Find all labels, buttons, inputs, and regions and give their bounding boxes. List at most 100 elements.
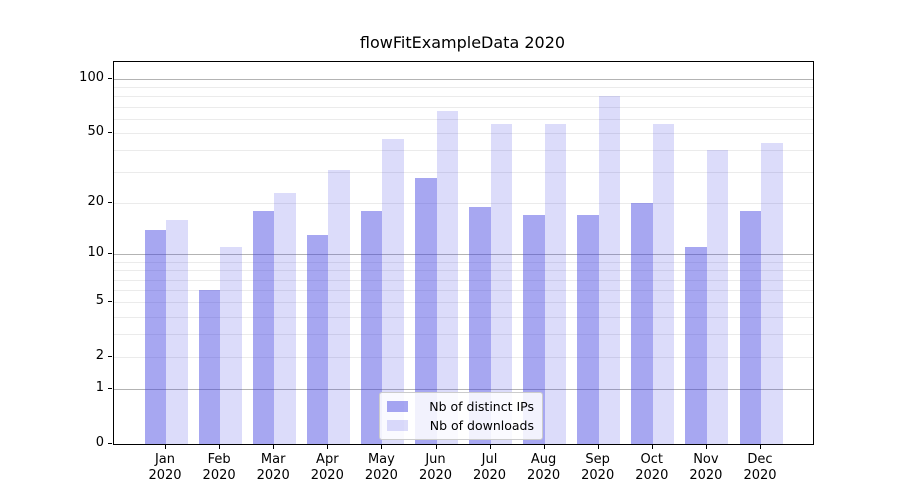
bar-distinct-ips-jul xyxy=(469,207,491,444)
bar-downloads-dec xyxy=(761,142,783,444)
x-tick-label-nov: Nov 2020 xyxy=(676,452,736,484)
x-tick-label-year-may: 2020 xyxy=(364,468,398,483)
y-tick-label-50: 50 xyxy=(87,123,104,139)
y-tick-mark-100 xyxy=(108,77,112,79)
x-tick-label-jul: Jul 2020 xyxy=(460,452,520,484)
gridline-major-100 xyxy=(114,78,813,80)
gridline-minor-3 xyxy=(114,334,813,336)
x-tick-label-jun: Jun 2020 xyxy=(406,452,466,484)
y-tick-label-5: 5 xyxy=(95,293,104,309)
x-tick-mark-jan xyxy=(165,445,166,449)
x-tick-mark-jun xyxy=(435,445,437,449)
legend-swatch-distinct-ips xyxy=(387,401,408,412)
x-tick-label-jan: Jan 2020 xyxy=(135,452,195,484)
x-tick-label-sep: Sep 2020 xyxy=(568,452,628,484)
x-tick-label-month-aug: Aug xyxy=(530,452,557,467)
legend: Nb of distinct IPs Nb of downloads xyxy=(379,392,543,440)
y-tick-mark-2 xyxy=(108,356,112,358)
bar-downloads-oct xyxy=(652,124,675,444)
gridline-minor-5 xyxy=(114,302,813,304)
x-tick-label-month-jun: Jun xyxy=(425,452,446,467)
x-tick-label-feb: Feb 2020 xyxy=(189,452,249,484)
y-tick-mark-5 xyxy=(108,301,112,303)
x-tick-label-year-apr: 2020 xyxy=(310,468,344,483)
x-tick-label-month-apr: Apr xyxy=(316,452,339,467)
x-tick-mark-nov xyxy=(705,445,707,449)
gridline-minor-4 xyxy=(114,316,813,318)
gridline-minor-40 xyxy=(114,150,813,152)
gridline-minor-8 xyxy=(114,270,813,272)
y-tick-label-20: 20 xyxy=(87,194,104,210)
x-tick-label-apr: Apr 2020 xyxy=(297,452,357,484)
gridline-minor-50 xyxy=(114,132,813,134)
bar-downloads-aug xyxy=(544,124,567,444)
x-tick-label-oct: Oct 2020 xyxy=(622,452,682,484)
x-tick-mark-apr xyxy=(327,445,329,449)
x-tick-label-dec: Dec 2020 xyxy=(730,452,790,484)
y-tick-mark-10 xyxy=(108,253,112,255)
x-tick-label-month-feb: Feb xyxy=(207,452,231,467)
y-tick-mark-20 xyxy=(108,202,112,204)
x-tick-mark-aug xyxy=(543,445,545,449)
bar-distinct-ips-sep xyxy=(577,215,599,444)
bar-distinct-ips-nov xyxy=(685,247,707,444)
x-tick-label-month-sep: Sep xyxy=(585,452,610,467)
bar-downloads-jun xyxy=(436,111,458,444)
chart-title: flowFitExampleData 2020 xyxy=(359,33,566,52)
bar-downloads-mar xyxy=(274,192,296,444)
gridline-minor-90 xyxy=(114,87,813,89)
bar-distinct-ips-aug xyxy=(523,215,545,444)
x-tick-mark-oct xyxy=(651,445,653,449)
x-tick-label-month-nov: Nov xyxy=(693,452,719,467)
x-tick-label-year-mar: 2020 xyxy=(256,468,290,483)
plot-area: Nb of distinct IPs Nb of downloads xyxy=(113,61,814,445)
x-tick-label-year-jan: 2020 xyxy=(148,468,182,483)
x-tick-mark-sep xyxy=(597,445,599,449)
bar-distinct-ips-jan xyxy=(144,229,166,444)
gridline-minor-6 xyxy=(114,290,813,291)
x-tick-label-year-jun: 2020 xyxy=(418,468,453,483)
legend-label-downloads: Nb of downloads xyxy=(429,418,534,433)
x-tick-label-year-nov: 2020 xyxy=(689,468,723,483)
y-tick-mark-1 xyxy=(108,388,112,390)
x-tick-label-month-jan: Jan xyxy=(154,452,176,467)
x-tick-mark-jul xyxy=(489,445,491,449)
bar-distinct-ips-may xyxy=(360,211,383,444)
bar-distinct-ips-apr xyxy=(306,235,329,444)
legend-item-downloads: Nb of downloads xyxy=(387,419,534,432)
x-tick-label-may: May 2020 xyxy=(351,452,411,484)
y-tick-label-10: 10 xyxy=(87,245,104,261)
x-tick-label-month-oct: Oct xyxy=(640,452,664,467)
x-tick-label-year-dec: 2020 xyxy=(743,468,777,483)
y-tick-label-0: 0 xyxy=(95,435,104,450)
bar-downloads-jul xyxy=(490,124,512,444)
legend-item-distinct-ips: Nb of distinct IPs xyxy=(387,400,534,413)
gridline-minor-70 xyxy=(114,106,813,108)
bars-layer xyxy=(114,62,813,444)
bar-downloads-feb xyxy=(220,247,242,444)
gridline-minor-2 xyxy=(114,357,813,359)
bar-downloads-may xyxy=(382,139,404,444)
y-tick-mark-0 xyxy=(108,443,112,444)
x-tick-label-month-dec: Dec xyxy=(747,452,773,467)
bar-distinct-ips-mar xyxy=(252,211,275,444)
bar-downloads-sep xyxy=(598,96,621,444)
bar-downloads-nov xyxy=(706,150,729,444)
x-tick-label-year-jul: 2020 xyxy=(472,468,507,483)
bar-distinct-ips-dec xyxy=(739,211,761,444)
x-tick-mark-may xyxy=(381,445,383,449)
x-tick-label-mar: Mar 2020 xyxy=(243,452,303,484)
bar-distinct-ips-feb xyxy=(198,290,221,444)
gridline-minor-9 xyxy=(114,261,813,263)
x-tick-label-year-sep: 2020 xyxy=(581,468,615,483)
gridline-minor-20 xyxy=(114,203,813,205)
y-tick-mark-50 xyxy=(108,131,112,133)
gridlines-layer xyxy=(114,62,813,444)
bar-distinct-ips-oct xyxy=(631,203,653,444)
x-tick-label-year-aug: 2020 xyxy=(527,468,561,483)
gridline-minor-60 xyxy=(114,118,813,120)
gridline-minor-7 xyxy=(114,279,813,281)
y-tick-label-100: 100 xyxy=(79,69,104,85)
gridline-minor-30 xyxy=(114,172,813,174)
